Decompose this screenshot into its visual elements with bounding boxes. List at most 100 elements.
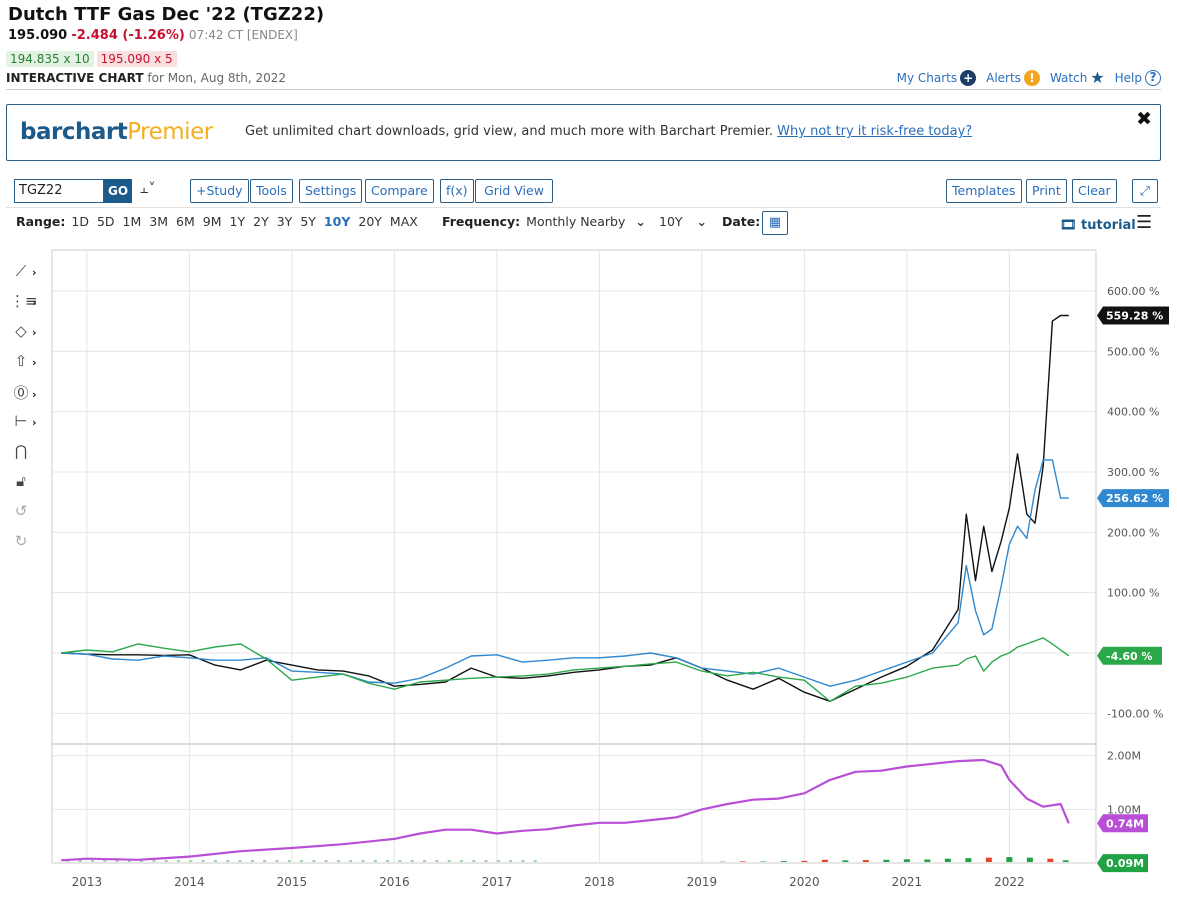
trendline-tool[interactable]: ⟋ › <box>10 262 50 286</box>
undo-tool[interactable]: ↺ <box>10 502 50 526</box>
period-selector[interactable]: 10Y ⌄ <box>659 214 707 229</box>
range-option[interactable]: 5Y <box>300 214 316 229</box>
frequency-selector[interactable]: Frequency: Monthly Nearby ⌄ <box>442 214 646 229</box>
volume-last-label-text: 0.09M <box>1106 857 1144 870</box>
alerts-label: Alerts <box>986 70 1021 85</box>
tools-button[interactable]: Tools <box>250 179 293 203</box>
magnet-icon: ⋂ <box>14 442 28 460</box>
range-option[interactable]: 1D <box>71 214 89 229</box>
tutorial-link[interactable]: 🎞 tutorial <box>1060 218 1136 233</box>
y-tick-label: -100.00 % <box>1107 707 1163 720</box>
function-button[interactable]: f(x) <box>440 179 474 203</box>
study-button[interactable]: +Study <box>190 179 249 203</box>
volume-bar <box>423 860 427 862</box>
range-option[interactable]: 3Y <box>276 214 293 229</box>
premier-logo: barchartPremier <box>20 119 213 145</box>
redo-tool[interactable]: ↻ <box>10 532 50 556</box>
divider <box>6 207 1161 208</box>
range-option[interactable]: 3M <box>149 214 169 229</box>
volume-bar <box>386 860 390 862</box>
line-icon: ⟋ <box>15 262 27 280</box>
volume-bar <box>115 860 119 862</box>
x-tick-label: 2018 <box>584 875 615 889</box>
range-option[interactable]: MAX <box>389 214 418 229</box>
volume-bar <box>140 860 144 862</box>
plus-circle-icon: + <box>960 69 977 86</box>
arrow-up-icon: ⇧ <box>14 352 28 370</box>
volume-bar <box>410 860 414 862</box>
top-links: My Charts + Alerts! Watch ★ Help? <box>897 68 1161 87</box>
clear-button[interactable]: Clear <box>1072 179 1117 203</box>
volume-bar <box>862 860 869 862</box>
measure-icon: ⊢ <box>14 412 28 430</box>
fibonacci-tool[interactable]: ⋮≡› <box>10 292 38 310</box>
expand-icon[interactable]: ⤢ <box>1132 179 1158 203</box>
close-icon[interactable]: ✖ <box>1136 108 1152 130</box>
go-button[interactable]: GO <box>104 179 132 203</box>
watch-label: Watch <box>1049 70 1088 85</box>
lock-tool[interactable]: 🔓︎ <box>10 472 50 496</box>
calendar-icon[interactable]: ▦ <box>762 211 788 235</box>
lock-icon: 🔓︎ <box>16 472 26 490</box>
alerts-link[interactable]: Alerts! <box>986 69 1040 86</box>
settings-button[interactable]: Settings <box>299 179 363 203</box>
help-link[interactable]: Help? <box>1115 69 1161 86</box>
volume-bar <box>127 860 131 862</box>
volume-bar <box>1062 860 1069 862</box>
series-last-label-bg <box>1097 489 1169 508</box>
symbol-input[interactable]: TGZ22 <box>14 179 104 203</box>
volume-bar <box>924 859 931 862</box>
volume-bar <box>201 860 205 862</box>
banner-trial-link[interactable]: Why not try it risk-free today? <box>777 124 973 139</box>
volume-bar <box>189 860 193 862</box>
volume-bar <box>398 860 402 862</box>
volume-bar <box>1047 858 1054 862</box>
marker-icon: ⓪ <box>13 384 29 402</box>
series-last-label-text: -4.60 % <box>1106 650 1153 663</box>
series-last-label-text: 559.28 % <box>1106 309 1163 322</box>
volume-bar <box>152 860 156 862</box>
help-icon: ? <box>1145 69 1161 86</box>
measure-tool[interactable]: ⊢ › <box>10 412 50 436</box>
volume-bar <box>760 861 767 862</box>
marker-tool[interactable]: ⓪ › <box>10 382 50 406</box>
magnet-tool[interactable]: ⋂ <box>10 442 50 466</box>
my-charts-link[interactable]: My Charts + <box>897 69 977 86</box>
volume-bar <box>801 860 808 862</box>
x-tick-label: 2022 <box>994 875 1025 889</box>
volume-bar <box>521 860 525 862</box>
range-option[interactable]: 5D <box>96 214 115 229</box>
range-option[interactable]: 1Y <box>229 214 246 229</box>
price-change: -2.484 (-1.26%) <box>71 28 185 43</box>
banner-message: Get unlimited chart downloads, grid view… <box>245 124 972 139</box>
shape-tool[interactable]: ◇ › <box>10 322 50 346</box>
print-button[interactable]: Print <box>1026 179 1067 203</box>
menu-icon[interactable]: ☰ <box>1136 212 1153 233</box>
chart-type-icon[interactable]: ⫠˅ <box>140 181 156 197</box>
date-label: Date: <box>722 214 761 229</box>
range-option[interactable]: 6M <box>176 214 195 229</box>
volume-bar <box>164 860 168 862</box>
compare-button[interactable]: Compare <box>365 179 434 203</box>
range-option[interactable]: 10Y <box>323 214 351 229</box>
volume-bar <box>821 859 828 862</box>
range-option[interactable]: 1M <box>122 214 142 229</box>
watch-link[interactable]: Watch ★ <box>1050 68 1105 87</box>
volume-bar <box>944 858 951 862</box>
open-interest-last-label-bg <box>1097 814 1148 833</box>
grid-view-button[interactable]: Grid View <box>475 179 553 203</box>
arrow-tool[interactable]: ⇧ › <box>10 352 50 376</box>
volume-bar <box>1026 857 1033 862</box>
bid-badge: 194.835 x 10 <box>6 51 94 67</box>
range-option[interactable]: 20Y <box>358 214 382 229</box>
volume-bar <box>324 860 328 862</box>
y-tick-label: 600.00 % <box>1107 285 1159 298</box>
bid-ask: 194.835 x 10 195.090 x 5 <box>6 51 180 67</box>
volume-tick-label: 1.00M <box>1107 803 1141 816</box>
templates-button[interactable]: Templates <box>946 179 1022 203</box>
y-tick-label: 200.00 % <box>1107 526 1159 539</box>
volume-bar <box>226 860 230 862</box>
range-option[interactable]: 9M <box>202 214 222 229</box>
range-option[interactable]: 2Y <box>253 214 269 229</box>
